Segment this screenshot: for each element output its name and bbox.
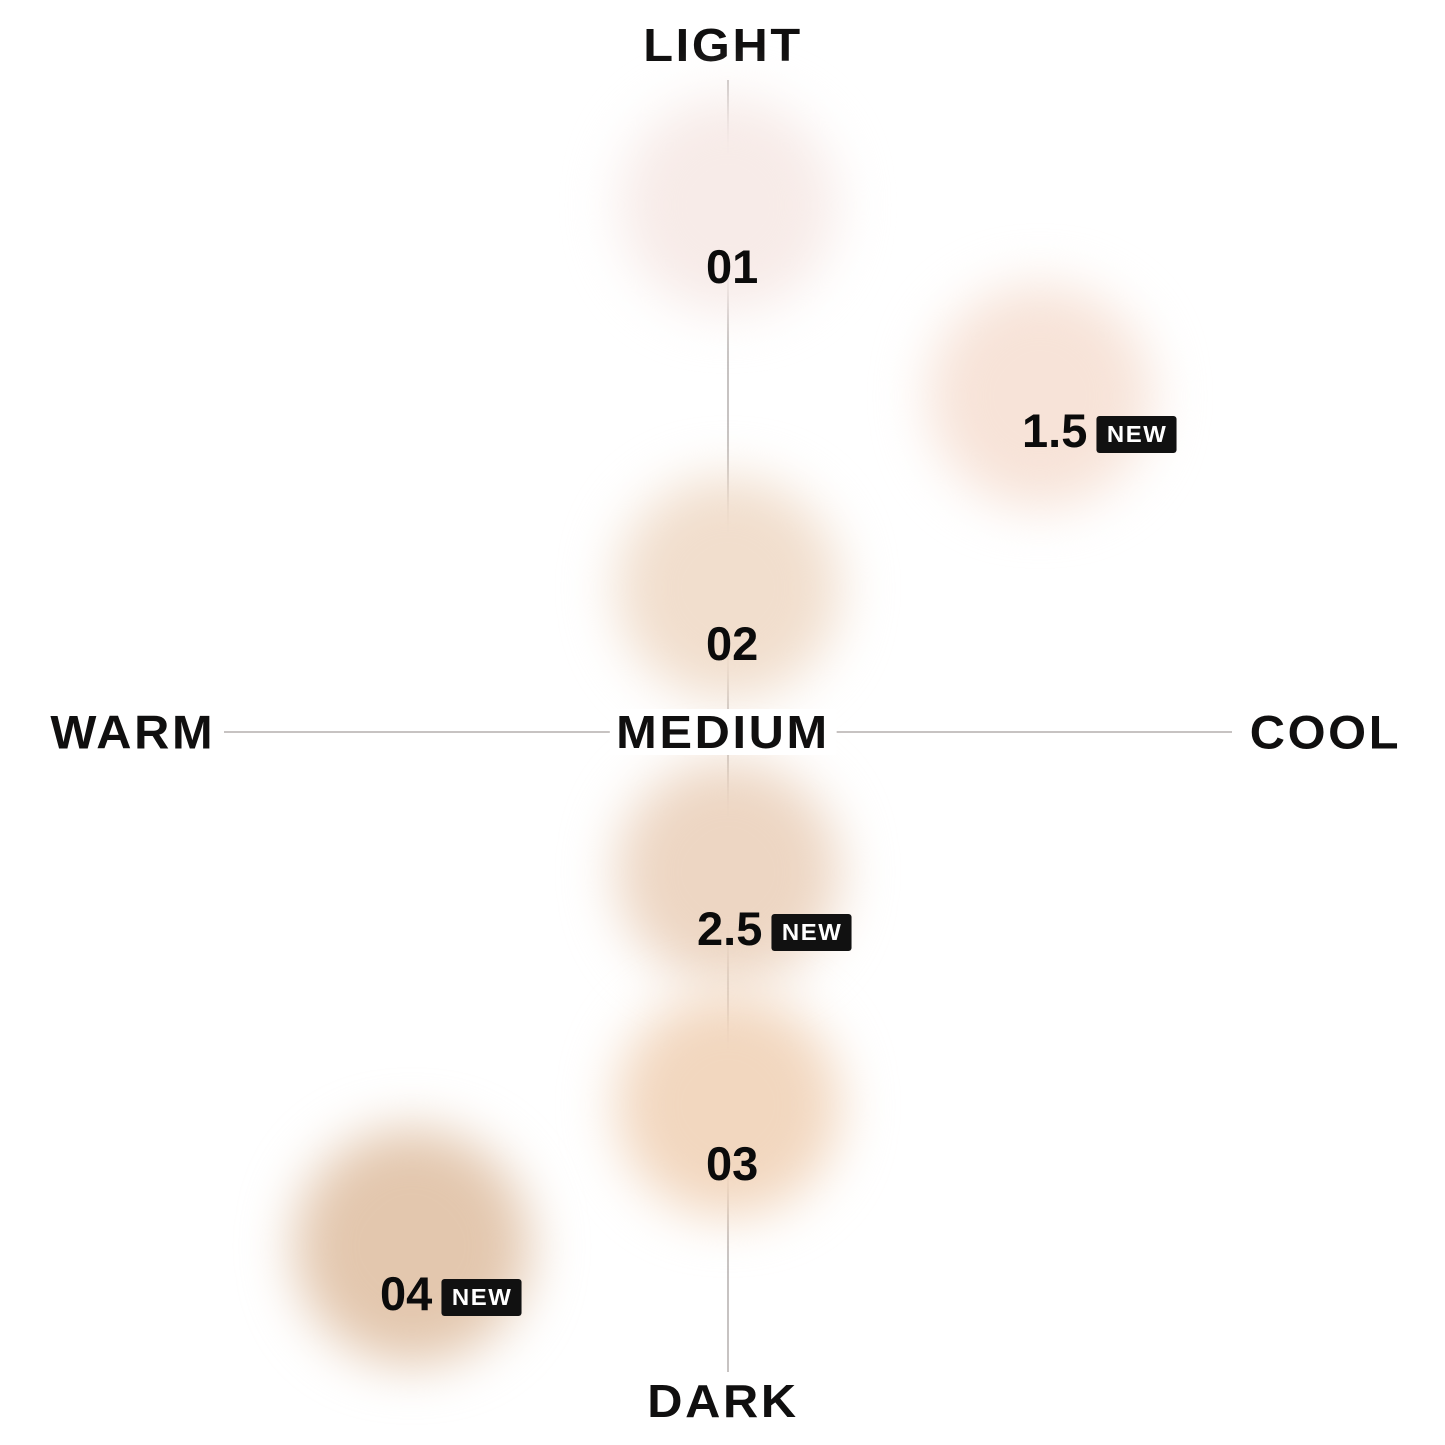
shade-swatch-02[interactable] [616, 476, 840, 700]
shade-swatch-01[interactable] [620, 97, 836, 313]
shade-caption-02[interactable]: 02 [706, 620, 758, 667]
shade-swatch-1-5[interactable] [928, 284, 1152, 508]
shade-swatch-04[interactable] [294, 1128, 530, 1364]
axis-label-medium: MEDIUM [609, 709, 836, 755]
shade-code-label: 1.5 [1022, 404, 1088, 457]
axis-label-warm: WARM [50, 705, 216, 759]
shade-caption-04[interactable]: 04 NEW [380, 1267, 522, 1320]
shade-caption-2-5[interactable]: 2.5 NEW [697, 902, 853, 955]
axis-label-dark: DARK [646, 1375, 799, 1427]
axis-label-cool: COOL [1249, 705, 1402, 759]
shade-code-label: 2.5 [697, 902, 763, 955]
shade-code-label: 04 [380, 1267, 433, 1320]
new-badge: NEW [771, 914, 853, 951]
shade-caption-03[interactable]: 03 [706, 1140, 758, 1187]
shade-code-label: 02 [706, 617, 759, 670]
shade-swatch-03[interactable] [616, 993, 840, 1217]
shade-code-label: 01 [706, 240, 759, 293]
shade-caption-01[interactable]: 01 [706, 243, 758, 290]
new-badge: NEW [1096, 416, 1178, 453]
new-badge: NEW [441, 1279, 522, 1316]
shade-caption-1-5[interactable]: 1.5 NEW [1022, 404, 1178, 457]
axis-label-light: LIGHT [642, 19, 803, 71]
shade-code-label: 03 [706, 1137, 759, 1190]
